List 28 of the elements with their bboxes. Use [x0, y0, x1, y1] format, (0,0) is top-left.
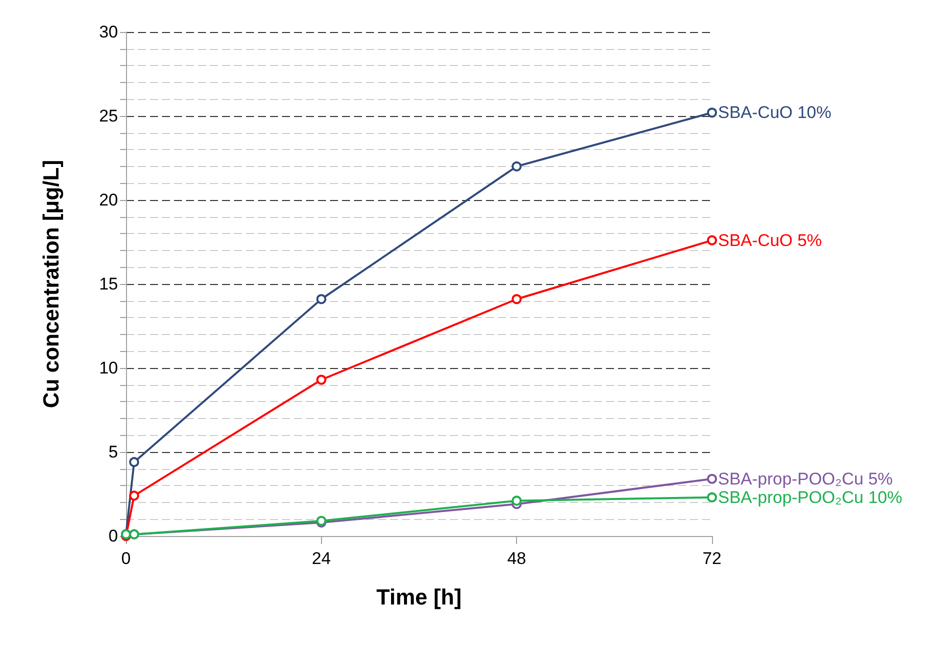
series-label: SBA-prop-POO₂Cu 5% — [718, 469, 893, 488]
point — [129, 490, 140, 501]
point — [707, 235, 717, 246]
y-tick-label: 30 — [99, 22, 118, 42]
point — [316, 374, 326, 385]
point — [129, 457, 140, 468]
point — [316, 294, 326, 304]
series-label: SBA-CuO 10% — [718, 103, 832, 122]
point — [512, 161, 522, 172]
series-label: SBA-CuO 5% — [718, 230, 822, 250]
y-axis-title: Cu concentration [μg/L] — [38, 160, 64, 408]
y-tick-label: 20 — [99, 190, 118, 210]
point — [512, 294, 522, 304]
y-tick-label: 25 — [99, 106, 118, 126]
x-axis-title: Time [h] — [376, 584, 462, 610]
y-tick-label: 5 — [108, 442, 118, 462]
x-tick-label: 24 — [312, 549, 331, 568]
point — [707, 492, 717, 502]
series-label: SBA-prop-POO₂Cu 10% — [718, 488, 902, 507]
x-tick-label: 72 — [702, 549, 722, 568]
y-tick-label: 15 — [99, 274, 118, 294]
point — [707, 108, 717, 118]
y-tick-label: 10 — [99, 358, 118, 378]
x-tick-label: 48 — [507, 549, 526, 568]
y-tick-label: 0 — [108, 526, 118, 546]
point — [512, 496, 522, 506]
point — [707, 474, 717, 484]
x-tick-label: 0 — [121, 549, 131, 568]
